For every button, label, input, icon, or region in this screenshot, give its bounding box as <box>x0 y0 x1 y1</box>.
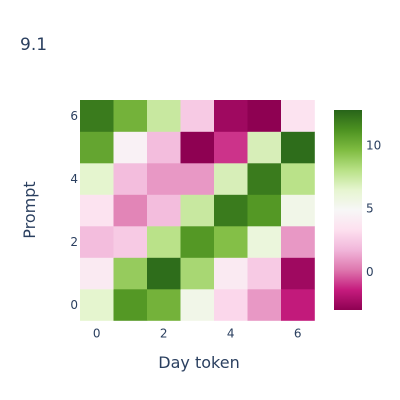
heatmap-cell <box>281 257 315 290</box>
x-axis-title: Day token <box>158 353 239 372</box>
x-tick-label: 2 <box>160 327 168 341</box>
heatmap-cell <box>147 257 181 290</box>
y-axis-title: Prompt <box>20 181 39 238</box>
heatmap-cell <box>214 226 248 258</box>
heatmap-cell <box>80 289 114 321</box>
colorbar-tick-label: 5 <box>366 202 374 216</box>
heatmap-cell <box>247 163 282 195</box>
heatmap-cell <box>180 163 215 195</box>
chart-title: 9.1 <box>20 35 47 55</box>
y-tick-label: 6 <box>70 109 78 123</box>
heatmap-cell <box>113 289 148 321</box>
heatmap-cell <box>214 289 248 321</box>
heatmap-cell <box>113 131 148 164</box>
heatmap-cell <box>214 131 248 164</box>
heatmap-cell <box>247 194 282 227</box>
y-tick-label: 4 <box>70 172 78 186</box>
heatmap-cell <box>281 163 315 195</box>
heatmap-cell <box>180 100 215 132</box>
colorbar-tick-label: 10 <box>366 138 381 152</box>
y-tick-label: 2 <box>70 235 78 249</box>
heatmap-cell <box>80 194 114 227</box>
heatmap-cell <box>113 194 148 227</box>
heatmap-cell <box>247 257 282 290</box>
colorbar-tick-label: 0 <box>366 265 374 279</box>
x-tick-label: 0 <box>93 327 101 341</box>
heatmap-cell <box>113 257 148 290</box>
heatmap-cell <box>247 100 282 132</box>
heatmap-cell <box>80 163 114 195</box>
heatmap-cell <box>247 131 282 164</box>
heatmap-cell <box>113 100 148 132</box>
colorbar-ticks: 0 5 10 <box>366 138 381 279</box>
heatmap-cell <box>80 226 114 258</box>
heatmap-cell <box>214 163 248 195</box>
heatmap-cell <box>281 100 315 132</box>
y-tick-label: 0 <box>70 298 78 312</box>
heatmap-cell <box>214 100 248 132</box>
colorbar <box>334 110 362 310</box>
x-tick-label: 4 <box>227 327 235 341</box>
heatmap-cell <box>180 289 215 321</box>
heatmap-cell <box>180 194 215 227</box>
y-axis-ticks: 0 2 4 6 <box>70 109 78 312</box>
heatmap-cell <box>147 131 181 164</box>
x-tick-label: 6 <box>294 327 302 341</box>
heatmap-cell <box>80 131 114 164</box>
heatmap-cell <box>113 163 148 195</box>
heatmap-cell <box>147 163 181 195</box>
heatmap-cell <box>180 131 215 164</box>
heatmap-cell <box>281 131 315 164</box>
heatmap-cell <box>113 226 148 258</box>
heatmap-cells <box>80 100 315 321</box>
x-axis-ticks: 0 2 4 6 <box>93 327 302 341</box>
heatmap-cell <box>147 289 181 321</box>
heatmap-cell <box>80 257 114 290</box>
heatmap-cell <box>281 289 315 321</box>
heatmap-cell <box>180 226 215 258</box>
heatmap-cell <box>80 100 114 132</box>
heatmap-cell <box>281 194 315 227</box>
heatmap-cell <box>147 194 181 227</box>
heatmap-cell <box>214 194 248 227</box>
heatmap-cell <box>247 226 282 258</box>
heatmap-cell <box>147 100 181 132</box>
heatmap-cell <box>147 226 181 258</box>
heatmap-cell <box>247 289 282 321</box>
heatmap-cell <box>281 226 315 258</box>
heatmap-cell <box>180 257 215 290</box>
heatmap-cell <box>214 257 248 290</box>
